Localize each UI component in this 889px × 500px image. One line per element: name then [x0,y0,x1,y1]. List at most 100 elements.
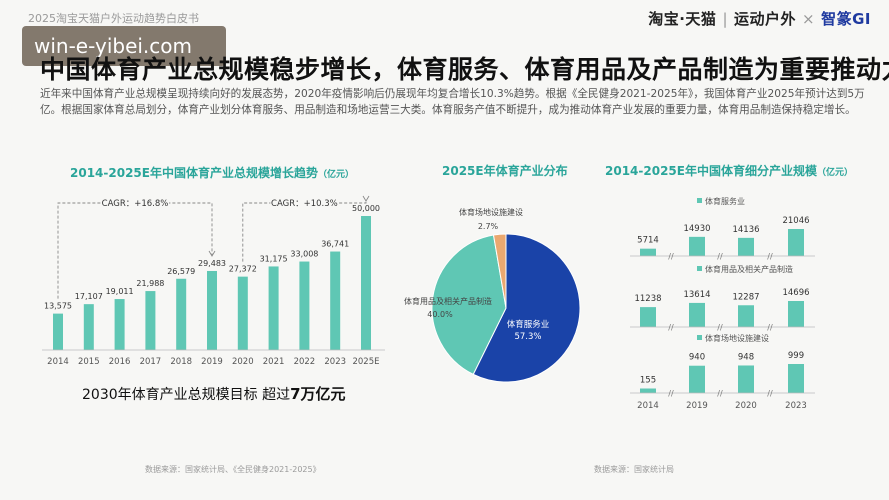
pie-slice-2 [492,233,507,309]
bar-2018 [176,278,187,350]
pie-label-goods: 体育用品及相关产品制造 [404,296,492,306]
cagr-label-bg [270,195,339,208]
bar-value-label: 27,372 [229,265,257,274]
pie-value-venue: 2.7% [478,222,499,231]
bar-value-label: 14696 [782,288,809,298]
legend-square-icon [697,335,702,340]
bar-value-label: 29,483 [198,259,226,268]
bar-2-2020 [738,365,754,393]
axis-break-icon: // [767,252,773,261]
axis-break-icon: // [767,323,773,332]
axis-break-icon: // [717,323,723,332]
axis-break-icon: // [767,389,773,398]
pie-value-goods: 40.0% [427,310,453,319]
x-tick-label: 2018 [170,357,192,367]
x-tick-label: 2019 [686,401,708,411]
cagr-label: CAGR：+16.8% [102,199,169,209]
target-statement: 2030年体育产业总规模目标 超过7万亿元 [82,385,346,403]
series-label: 体育用品及相关产品制造 [705,264,793,274]
x-tick-label: 2014 [637,401,659,411]
cagr-bracket [57,202,213,299]
bar-2021 [268,266,279,350]
x-tick-label: 2015 [78,357,100,367]
page-title: 中国体育产业总规模稳步增长，体育服务、体育用品及产品制造为重要推动力 [40,55,889,84]
bar-2023 [330,251,341,350]
bar-2016 [114,299,125,350]
report-title: 2025淘宝天猫户外运动趋势白皮书 [28,12,199,25]
bar-2020 [237,276,248,350]
cagr-label: CAGR：+10.3% [271,199,338,209]
bar-value-label: 36,741 [321,240,349,249]
pie-slice-0 [472,233,581,383]
x-tick-label: 2016 [109,357,131,367]
cagr-label-bg [101,195,169,208]
axis-break-icon: // [717,252,723,261]
bar-value-label: 13614 [683,290,710,300]
axis-break-icon: // [717,389,723,398]
taobao-tmall-logo: 淘宝·天猫 [648,10,717,28]
bar-value-label: 21046 [782,216,809,226]
bar-2019 [207,270,217,350]
x-tick-label: 2019 [201,357,223,367]
bar-value-label: 155 [640,376,656,386]
bar-2-2019 [689,365,705,393]
x-tick-label: 2023 [785,401,807,411]
bar-1-2020 [738,305,754,327]
source-right: 数据来源：国家统计局 [594,465,674,474]
bar-2025E [361,216,371,350]
axis-break-icon: // [668,252,674,261]
pie-slice-1 [431,234,507,376]
x-tick-label: 2014 [47,357,69,367]
bar-2-2014 [640,388,656,393]
series-label: 体育场地设施建设 [705,333,769,343]
bar-value-label: 33,008 [290,250,318,259]
intro-paragraph: 近年来中国体育产业总规模呈现持续向好的发展态势，2020年疫情影响后仍展现年均复… [40,88,865,116]
arrow-icon [362,195,370,202]
legend-square-icon [697,266,702,271]
bar-value-label: 17,107 [75,292,103,301]
bar-2015 [83,304,94,350]
pie-label-venue: 体育场地设施建设 [459,207,523,217]
bar-value-label: 26,579 [167,267,195,276]
bar-0-2020 [738,237,754,256]
bar-value-label: 12287 [732,292,759,302]
bar-value-label: 940 [689,353,705,363]
chart1-title: 2014-2025E年中国体育产业总规模增长趋势（亿元） [70,166,354,180]
x-tick-label: 2025E [352,357,379,367]
bar-2014 [53,313,63,350]
bar-1-2014 [640,307,656,327]
x-tick-label: 2023 [324,357,346,367]
bar-value-label: 21,988 [136,279,164,288]
watermark: win-e-yibei.com [22,26,226,66]
source-left: 数据来源：国家统计局、《全民健身2021-2025》 [145,465,321,474]
axis-break-icon: // [668,389,674,398]
bar-2022 [299,261,310,350]
bar-1-2019 [689,302,705,327]
bar-value-label: 13,575 [44,302,72,311]
bar-value-label: 19,011 [106,287,134,296]
bar-value-label: 11238 [634,294,661,304]
x-tick-label: 2017 [140,357,162,367]
chart2-title: 2025E年体育产业分布 [442,164,568,178]
bar-0-2023 [788,229,804,256]
bar-value-label: 50,000 [352,204,380,213]
bar-1-2023 [788,301,804,327]
x-tick-label: 2020 [735,401,757,411]
pie-label-service: 体育服务业 [507,319,550,330]
bar-value-label: 5714 [637,236,659,246]
legend-square-icon [697,198,702,203]
bar-2-2023 [788,364,804,393]
bar-value-label: 999 [788,351,804,361]
zhizuan-logo: 智篆GI [821,10,871,28]
cross-icon: × [802,10,816,28]
pie-value-service: 57.3% [514,332,541,342]
x-tick-label: 2020 [232,357,254,367]
bar-value-label: 14930 [683,224,710,234]
bar-value-label: 31,175 [260,254,288,263]
series-label: 体育服务业 [705,196,745,206]
axis-break-icon: // [668,323,674,332]
bar-0-2019 [689,236,705,256]
outdoor-sports-label: 运动户外 [734,10,797,28]
brand-logos: 淘宝·天猫 | 运动户外 × 智篆GI [648,10,871,28]
